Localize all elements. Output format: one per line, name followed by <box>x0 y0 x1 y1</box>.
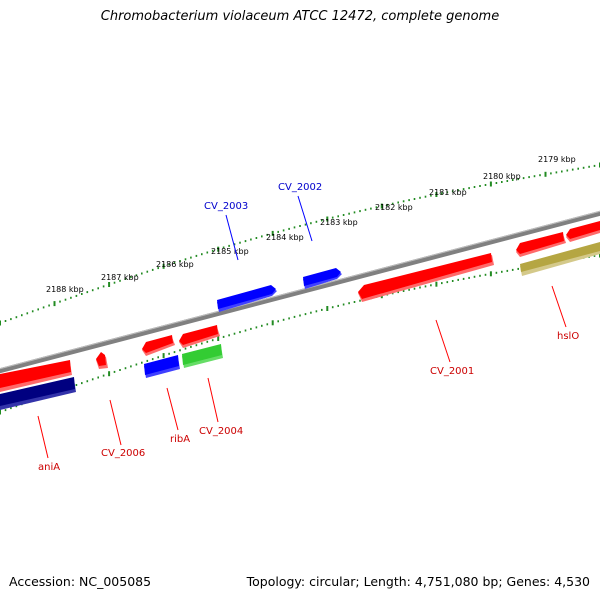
gene-small-red-2[interactable] <box>179 325 220 348</box>
leader-cv2002 <box>297 195 313 242</box>
leader-hslO <box>551 285 567 328</box>
gene-cv2002-arrow[interactable] <box>303 268 342 289</box>
gene-hslO-arrow-2[interactable] <box>566 221 600 242</box>
gene-label-hslO[interactable]: hslO <box>557 331 579 342</box>
gene-small-red-1[interactable] <box>142 335 175 356</box>
gene-label-cv2002[interactable]: CV_2002 <box>278 182 322 193</box>
scale-label-2182: 2182 kbp <box>375 203 413 212</box>
accession-text: Accession: NC_005085 <box>9 574 152 589</box>
gene-hslO-arrow-1[interactable] <box>516 232 566 257</box>
scale-label-2183: 2183 kbp <box>320 218 358 227</box>
gene-label-ribA[interactable]: ribA <box>170 434 190 445</box>
genome-summary-text: Topology: circular; Length: 4,751,080 bp… <box>246 574 590 589</box>
gene-olive-block[interactable] <box>520 242 600 276</box>
gene-label-cv2004[interactable]: CV_2004 <box>199 426 243 437</box>
gene-cv2001-arrow[interactable] <box>358 253 494 302</box>
gene-ribA-arrow[interactable] <box>144 355 180 378</box>
leader-aniA <box>37 415 49 459</box>
scale-label-2184: 2184 kbp <box>266 233 304 242</box>
outer-tick-ring <box>0 162 600 326</box>
leader-ribA <box>166 387 179 431</box>
scale-label-2179: 2179 kbp <box>538 155 576 164</box>
genome-backbone-highlight <box>0 210 600 370</box>
gene-label-aniA[interactable]: aniA <box>38 462 60 473</box>
gene-label-cv2006[interactable]: CV_2006 <box>101 448 145 459</box>
scale-label-2181: 2181 kbp <box>429 188 467 197</box>
scale-label-2180: 2180 kbp <box>483 172 521 181</box>
scale-label-2186: 2186 kbp <box>156 260 194 269</box>
genome-backbone <box>0 210 600 374</box>
scale-label-2188: 2188 kbp <box>46 285 84 294</box>
genome-title: Chromobacterium violaceum ATCC 12472, co… <box>100 9 500 24</box>
inner-tick-ring <box>0 252 600 415</box>
scale-label-2185: 2185 kbp <box>211 247 249 256</box>
gene-red-left[interactable] <box>0 360 72 392</box>
gene-aniA-arrow[interactable] <box>0 377 76 410</box>
leader-cv2004 <box>207 377 219 423</box>
gene-label-cv2001[interactable]: CV_2001 <box>430 366 474 377</box>
leader-cv2006 <box>109 399 122 446</box>
gene-label-cv2003[interactable]: CV_2003 <box>204 201 248 212</box>
gene-cv2006-arrow[interactable] <box>96 352 108 369</box>
leader-cv2003 <box>225 214 239 261</box>
leader-cv2001 <box>435 319 451 363</box>
scale-label-2187: 2187 kbp <box>101 273 139 282</box>
gene-cv2003-arrow[interactable] <box>217 285 277 312</box>
gene-cv2004-arrow[interactable] <box>182 344 223 368</box>
